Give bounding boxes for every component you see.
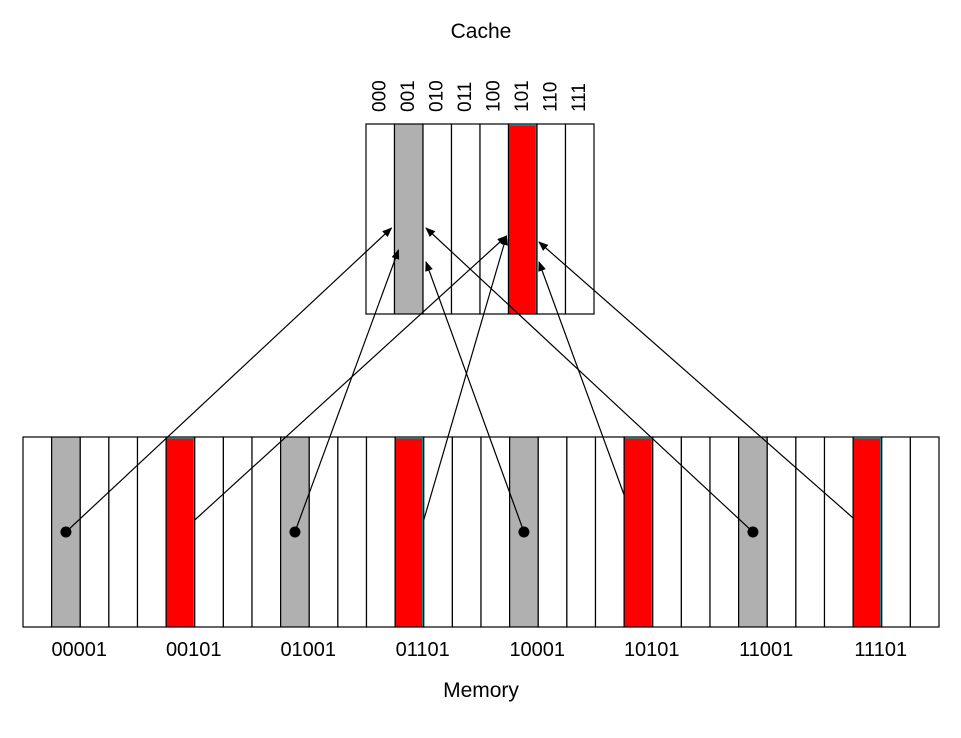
memory-cell [394, 436, 425, 628]
memory-cell [451, 436, 482, 628]
mapping-arrow-01001 [294, 249, 400, 533]
memory-block-label: 00001 [51, 639, 107, 661]
memory-cell [79, 436, 110, 628]
mapping-arrow-10101 [538, 261, 625, 496]
memory-cell [365, 436, 396, 628]
memory-cell [623, 436, 654, 628]
memory-cell [652, 436, 682, 628]
mapping-arrow-10001 [425, 261, 525, 533]
memory-cell [766, 436, 797, 628]
memory-cell [136, 436, 167, 628]
cache-slot-101 [507, 123, 538, 315]
cache-slot-111 [564, 123, 595, 315]
cache-slot-label: 000 [369, 80, 390, 112]
memory-block-label: 11001 [739, 639, 793, 661]
cache-slot-000 [365, 123, 396, 315]
cache-slot-label: 110 [540, 82, 561, 112]
memory-cell [537, 436, 568, 628]
cache-title: Cache [451, 20, 512, 43]
memory-cell [222, 436, 253, 628]
memory-cell [280, 436, 310, 628]
memory-block-label: 01001 [280, 639, 336, 661]
memory-cell [680, 436, 711, 628]
cache-slot-110 [536, 123, 567, 315]
memory-array: 00001 00101 01001 01101 10001 10101 11001 11101 [22, 436, 940, 661]
cache-slot-label: 100 [483, 80, 504, 112]
cache-slot-label: 010 [426, 80, 447, 112]
cache-slot-label: 111 [569, 83, 590, 112]
memory-block-label: 00101 [166, 639, 222, 661]
memory-cell [566, 436, 597, 628]
cache-slot-100 [479, 123, 510, 315]
memory-cell [251, 436, 282, 628]
memory-cell [881, 436, 911, 628]
mapping-arrows [60, 227, 854, 538]
memory-block-label: 10101 [624, 639, 680, 661]
memory-cell [337, 436, 368, 628]
memory-cell [852, 436, 883, 628]
cache-slot-001 [393, 123, 424, 315]
cache-slot-label: 001 [398, 80, 419, 112]
memory-block-label: 11101 [854, 639, 907, 661]
mapping-arrow-11001 [425, 227, 754, 533]
memory-cell [165, 436, 196, 628]
memory-title: Memory [443, 679, 519, 702]
memory-cell [795, 436, 826, 628]
cache-slot-label: 011 [455, 82, 476, 112]
memory-cell [480, 436, 511, 628]
memory-block-label: 10001 [509, 639, 565, 661]
cache-slot-010 [422, 123, 453, 315]
memory-block-label: 01101 [396, 639, 450, 661]
memory-cell [909, 436, 940, 628]
memory-cell [308, 436, 339, 628]
cache-slot-label: 101 [512, 80, 533, 112]
memory-cell [108, 436, 139, 628]
mapping-arrow-01101 [423, 235, 508, 521]
cache-slot-011 [450, 123, 481, 315]
mapping-arrow-00101 [194, 235, 508, 521]
mapping-arrow-11101 [538, 241, 854, 519]
memory-cell [823, 436, 854, 628]
memory-cell [194, 436, 224, 628]
cache-array: 000 001 010 011 100 101 110 111 [365, 80, 595, 315]
memory-cell [594, 436, 625, 628]
memory-cell [423, 436, 453, 628]
memory-cell [709, 436, 740, 628]
mapping-arrow-00001 [65, 227, 393, 533]
memory-cell [22, 436, 53, 628]
